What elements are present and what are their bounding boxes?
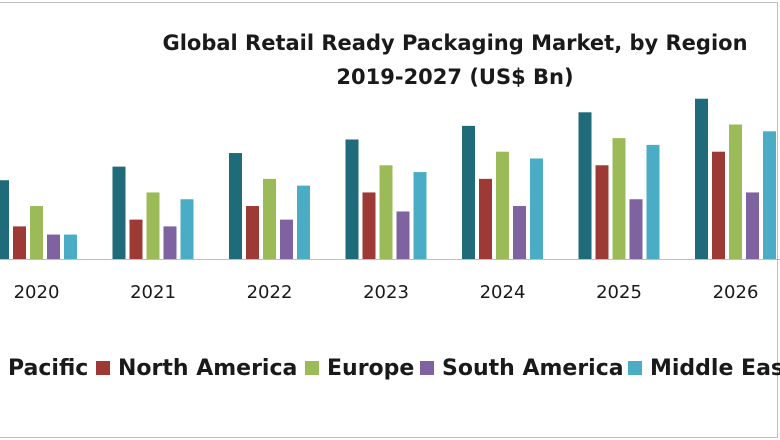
bar-asia-pacific-2025	[578, 112, 592, 259]
x-tick-labels: 2020 2021 2022 2023 2024 2025 2026	[14, 282, 759, 303]
bar-europe-2021	[146, 192, 160, 259]
legend-item-middle-east: Middle East	[628, 350, 780, 386]
bar-europe-2024	[496, 151, 509, 259]
bar-north-america-2021	[129, 219, 143, 259]
bar-south-america-2024	[513, 206, 526, 259]
legend-swatch-north-america	[96, 361, 110, 375]
bar-south-america-2023	[396, 211, 410, 259]
x-tick-label-2022: 2022	[247, 282, 293, 303]
bar-south-america-2022	[280, 219, 293, 259]
bar-middle-east-2023	[413, 172, 427, 259]
legend-label-europe: Europe	[327, 355, 415, 381]
chart-subtitle: 2019-2027 (US$ Bn)	[336, 65, 574, 89]
bar-north-america-2026	[712, 151, 725, 259]
bar-middle-east-2024	[530, 158, 543, 259]
legend-swatch-middle-east	[628, 361, 642, 375]
x-tick-label-2020: 2020	[14, 282, 60, 303]
bar-middle-east-2020	[64, 234, 77, 259]
bar-middle-east-2021	[180, 199, 194, 259]
legend-swatch-south-america	[420, 361, 434, 375]
bar-asia-pacific-2026	[695, 98, 708, 259]
bar-europe-2023	[379, 165, 393, 259]
legend-item-europe: Europe	[305, 350, 414, 386]
bar-north-america-2023	[362, 192, 376, 259]
bar-europe-2025	[612, 138, 626, 259]
legend-item-asia-pacific: Pacific	[8, 350, 88, 386]
x-tick-label-2024: 2024	[480, 282, 526, 303]
bar-south-america-2021	[163, 226, 177, 259]
bar-europe-2022	[263, 178, 276, 259]
legend-label-asia-pacific: Pacific	[8, 355, 89, 381]
legend-label-north-america: North America	[118, 355, 298, 381]
bar-north-america-2020	[13, 226, 26, 259]
x-tick-label-2021: 2021	[130, 282, 176, 303]
x-tick-label-2023: 2023	[363, 282, 409, 303]
legend-label-south-america: South America	[442, 355, 624, 381]
bar-group	[0, 98, 776, 260]
bar-south-america-2026	[746, 192, 759, 259]
legend-item-north-america: North America	[96, 350, 297, 386]
bar-south-america-2020	[47, 234, 60, 259]
legend-item-south-america: South America	[420, 350, 624, 386]
bar-asia-pacific-2020	[0, 180, 9, 259]
bar-north-america-2024	[479, 178, 492, 259]
legend-swatch-europe	[305, 361, 319, 375]
legend-label-middle-east: Middle East	[650, 355, 780, 381]
bar-europe-2020	[30, 206, 43, 259]
x-tick-label-2025: 2025	[596, 282, 642, 303]
legend: Pacific North America Europe South Ameri…	[0, 350, 780, 386]
bar-asia-pacific-2024	[462, 125, 475, 259]
bar-europe-2026	[729, 124, 742, 260]
bar-asia-pacific-2023	[345, 139, 359, 259]
bar-south-america-2025	[629, 199, 643, 259]
chart-title: Global Retail Ready Packaging Market, by…	[162, 31, 748, 55]
bar-middle-east-2026	[763, 131, 776, 259]
bar-middle-east-2025	[646, 144, 660, 259]
bar-north-america-2022	[246, 206, 259, 259]
bar-north-america-2025	[595, 165, 609, 259]
x-tick-label-2026: 2026	[713, 282, 759, 303]
bar-asia-pacific-2022	[229, 153, 242, 259]
bar-middle-east-2022	[297, 185, 310, 259]
bar-asia-pacific-2021	[112, 166, 126, 259]
